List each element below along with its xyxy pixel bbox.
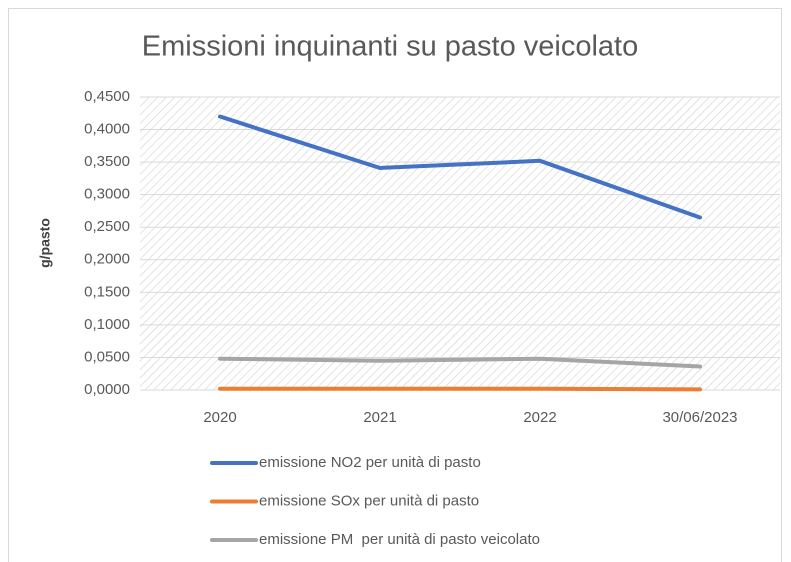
x-tick-label: 30/06/2023	[662, 409, 737, 426]
legend-label: emissione SOx per unità di pasto	[259, 492, 479, 509]
y-tick-label: 0,3000	[84, 186, 130, 203]
y-tick-label: 0,3500	[84, 153, 130, 170]
y-tick-label: 0,1500	[84, 283, 130, 300]
legend-label: emissione NO2 per unità di pasto	[259, 454, 481, 471]
y-axis-label: g/pasto	[37, 218, 53, 268]
legend-label: emissione PM per unità di pasto veicolat…	[259, 531, 540, 548]
x-tick-label: 2021	[363, 409, 396, 426]
x-tick-label: 2020	[203, 409, 236, 426]
y-tick-label: 0,0500	[84, 348, 130, 365]
y-tick-label: 0,1000	[84, 316, 130, 333]
y-tick-label: 0,2000	[84, 251, 130, 268]
y-tick-label: 0,4000	[84, 121, 130, 138]
x-tick-label: 2022	[523, 409, 556, 426]
series-line	[218, 356, 702, 369]
y-tick-label: 0,2500	[84, 218, 130, 235]
series-line	[218, 114, 702, 220]
series-line	[218, 386, 702, 392]
chart-title: Emissioni inquinanti su pasto veicolato	[142, 31, 639, 63]
y-tick-label: 0,4500	[84, 88, 130, 105]
y-tick-label: 0,0000	[84, 381, 130, 398]
plot-area	[140, 97, 780, 390]
